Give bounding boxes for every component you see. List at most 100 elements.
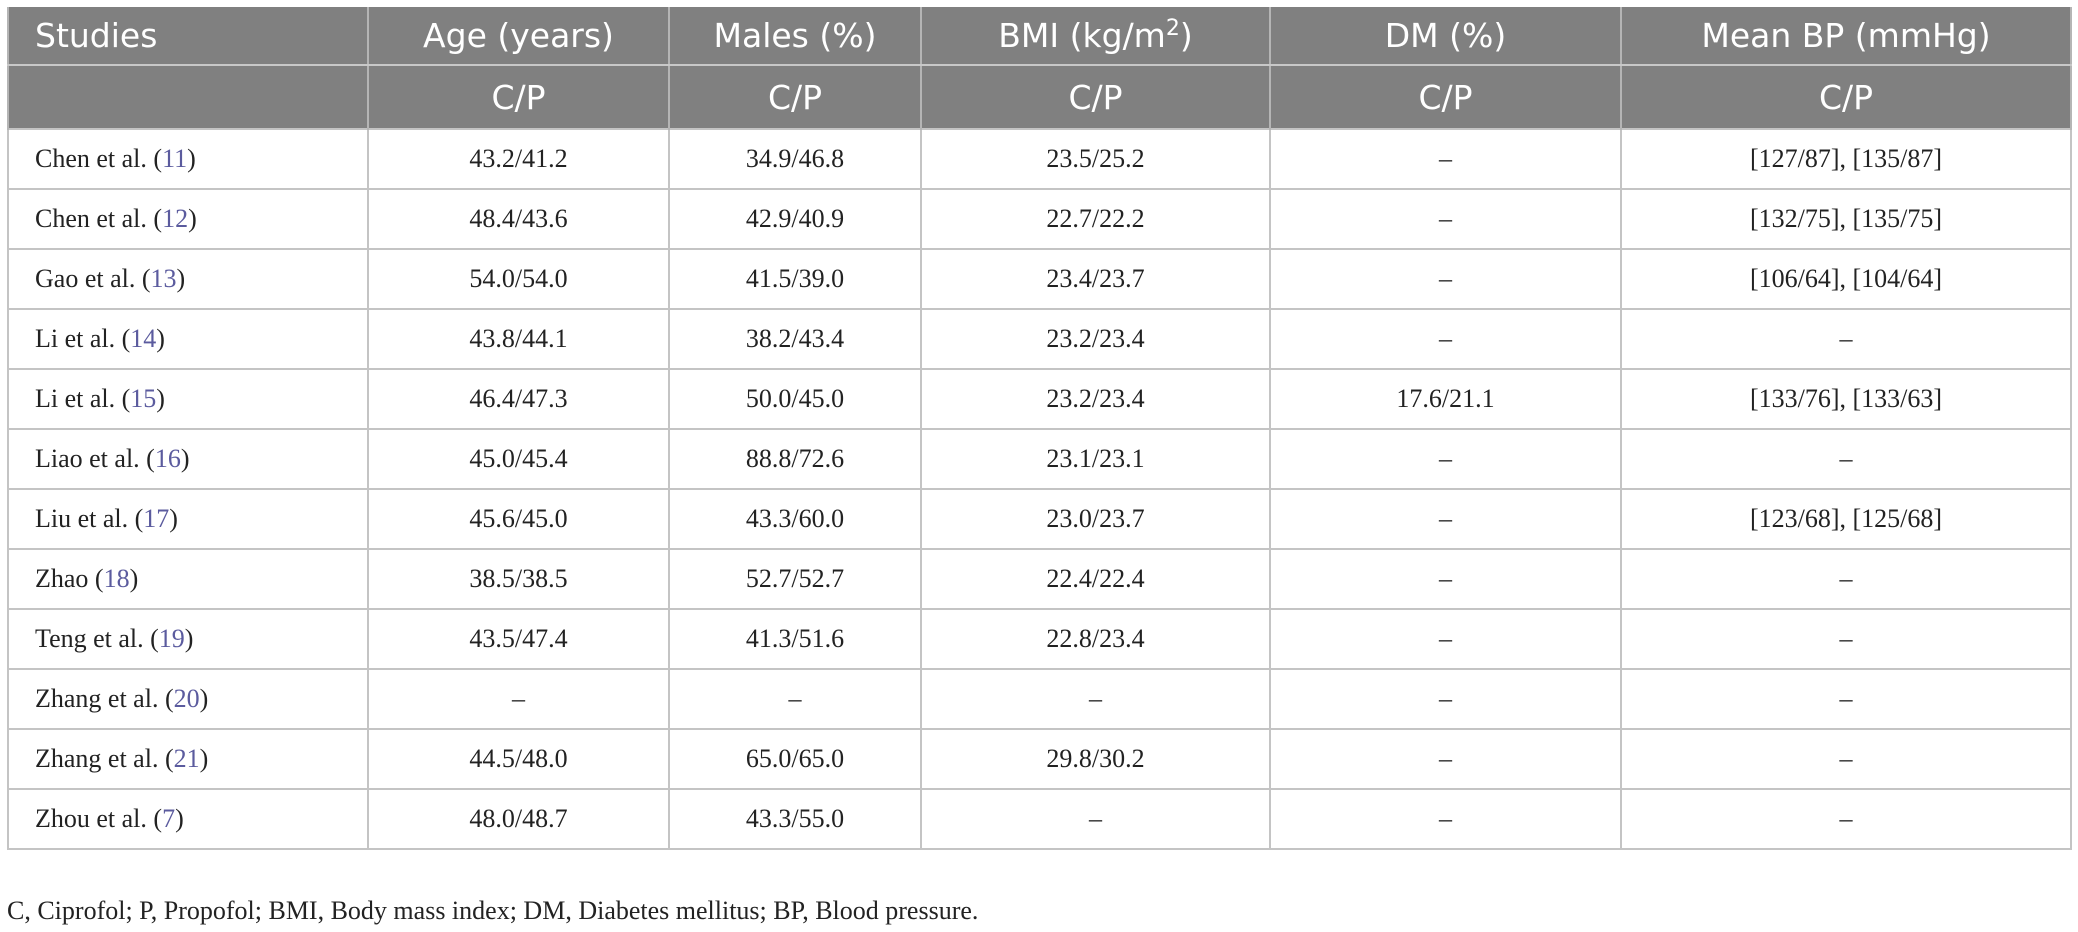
study-text: Li et al. ( <box>35 324 131 353</box>
study-text: ) <box>129 564 139 593</box>
data-cell: [106/64], [104/64] <box>1620 248 2072 310</box>
subheader-cell: C/P <box>1269 65 1622 129</box>
study-text: Zhao ( <box>35 564 104 593</box>
subheader-cell: C/P <box>668 65 922 129</box>
header-text: Studies <box>35 16 158 55</box>
study-text: ) <box>187 144 196 173</box>
subheader-text: C/P <box>1818 77 1874 117</box>
data-cell: [127/87], [135/87] <box>1620 128 2072 190</box>
reference-link: 7 <box>162 804 176 833</box>
study-text: ) <box>156 324 165 353</box>
data-cell: 43.3/60.0 <box>668 488 922 550</box>
data-cell: – <box>1620 308 2072 370</box>
data-cell: 43.5/47.4 <box>367 608 670 670</box>
study-text: Gao et al. ( <box>35 264 151 293</box>
table-row: Li et al. (15) 46.4/47.3 50.0/45.0 23.2/23.… <box>7 368 2072 430</box>
reference-link: 16 <box>154 444 181 473</box>
data-cell: 17.6/21.1 <box>1269 368 1622 430</box>
table-row: Zhao (18) 38.5/38.5 52.7/52.7 22.4/22.4– – <box>7 548 2072 610</box>
data-cell: – <box>1620 668 2072 730</box>
study-cell: Zhao (18) <box>7 548 369 610</box>
study-cell: Gao et al. (13) <box>7 248 369 310</box>
subheader-cell: C/P <box>1620 65 2072 129</box>
subheader-text: C/P <box>491 77 546 117</box>
reference-link: 12 <box>162 204 189 233</box>
study-cell: Zhou et al. (7) <box>7 788 369 850</box>
column-header: Mean BP (mmHg) <box>1620 7 2072 66</box>
data-cell: 38.5/38.5 <box>367 548 670 610</box>
study-text: Zhang et al. ( <box>35 744 174 773</box>
study-cell: Zhang et al. (20) <box>7 668 369 730</box>
header-row: Studies Age (years) Males (%) BMI (kg/m2) DM… <box>7 7 2072 66</box>
table-row: Liao et al. (16) 45.0/45.4 88.8/72.6 23.1/2… <box>7 428 2072 490</box>
data-cell: – <box>1269 308 1622 370</box>
data-cell: 50.0/45.0 <box>668 368 922 430</box>
data-cell: [123/68], [125/68] <box>1620 488 2072 550</box>
reference-link: 20 <box>173 684 200 713</box>
data-cell: 88.8/72.6 <box>668 428 922 490</box>
data-cell: 43.8/44.1 <box>367 308 670 370</box>
table-row: Teng et al. (19) 43.5/47.4 41.3/51.6 22.8/2… <box>7 608 2072 670</box>
reference-link: 14 <box>130 324 157 353</box>
header-text: Mean BP (mmHg) <box>1701 16 1991 55</box>
table-row: Chen et al. (11) 43.2/41.2 34.9/46.8 23.5/2… <box>7 128 2072 190</box>
study-cell: Li et al. (14) <box>7 308 369 370</box>
reference-link: 15 <box>130 384 157 413</box>
data-table: Studies Age (years) Males (%) BMI (kg/m2) DM… <box>7 7 2072 850</box>
data-cell: – <box>1269 788 1622 850</box>
subheader-cell: C/P <box>920 65 1271 129</box>
header-text: BMI (kg/m <box>998 16 1166 55</box>
study-text: Zhang et al. ( <box>35 684 174 713</box>
study-text: Teng et al. ( <box>35 624 159 653</box>
column-header: DM (%) <box>1269 7 1622 66</box>
column-header: BMI (kg/m2) <box>920 7 1271 66</box>
study-text: Zhou et al. ( <box>35 804 163 833</box>
study-text: ) <box>169 504 178 533</box>
table-row: Liu et al. (17) 45.6/45.0 43.3/60.0 23.0/23… <box>7 488 2072 550</box>
data-cell: – <box>1269 668 1622 730</box>
data-cell: 29.8/30.2 <box>920 728 1271 790</box>
data-cell: 45.6/45.0 <box>367 488 670 550</box>
study-text: ) <box>176 264 186 293</box>
subheader-text: C/P <box>1068 77 1123 117</box>
reference-link: 17 <box>143 504 170 533</box>
subheader-text: C/P <box>1418 77 1473 117</box>
data-cell: 23.4/23.7 <box>920 248 1271 310</box>
study-text: ) <box>199 684 209 713</box>
data-cell: 52.7/52.7 <box>668 548 922 610</box>
data-cell: 23.0/23.7 <box>920 488 1271 550</box>
subheader-cell <box>7 65 369 129</box>
study-text: Chen et al. ( <box>35 144 163 173</box>
footnote: C, Ciprofol; P, Propofol; BMI, Body mass… <box>7 896 979 925</box>
header-text: Males (%) <box>713 16 877 55</box>
data-cell: 44.5/48.0 <box>367 728 670 790</box>
data-cell: – <box>367 668 670 730</box>
data-cell: – <box>1269 608 1622 670</box>
data-cell: 22.7/22.2 <box>920 188 1271 250</box>
header-text: ) <box>1179 16 1193 55</box>
data-cell: 23.2/23.4 <box>920 308 1271 370</box>
data-cell: 48.0/48.7 <box>367 788 670 850</box>
data-cell: 43.2/41.2 <box>367 128 670 190</box>
column-header: Males (%) <box>668 7 922 66</box>
reference-link: 18 <box>103 564 130 593</box>
data-cell: – <box>1620 548 2072 610</box>
study-cell: Liu et al. (17) <box>7 488 369 550</box>
data-cell: 34.9/46.8 <box>668 128 922 190</box>
data-cell: 42.9/40.9 <box>668 188 922 250</box>
study-cell: Liao et al. (16) <box>7 428 369 490</box>
reference-link: 19 <box>158 624 185 653</box>
data-cell: – <box>1620 728 2072 790</box>
study-text: Liu et al. ( <box>35 504 144 533</box>
study-text: Liao et al. ( <box>35 444 155 473</box>
reference-link: 11 <box>162 144 188 173</box>
study-text: ) <box>175 804 184 833</box>
study-text: ) <box>184 624 194 653</box>
data-cell: – <box>1269 488 1622 550</box>
table-row: Zhang et al. (21) 44.5/48.0 65.0/65.0 29.8/… <box>7 728 2072 790</box>
data-cell: – <box>1269 248 1622 310</box>
study-cell: Zhang et al. (21) <box>7 728 369 790</box>
data-cell: 23.1/23.1 <box>920 428 1271 490</box>
data-cell: 22.4/22.4 <box>920 548 1271 610</box>
data-cell: 38.2/43.4 <box>668 308 922 370</box>
